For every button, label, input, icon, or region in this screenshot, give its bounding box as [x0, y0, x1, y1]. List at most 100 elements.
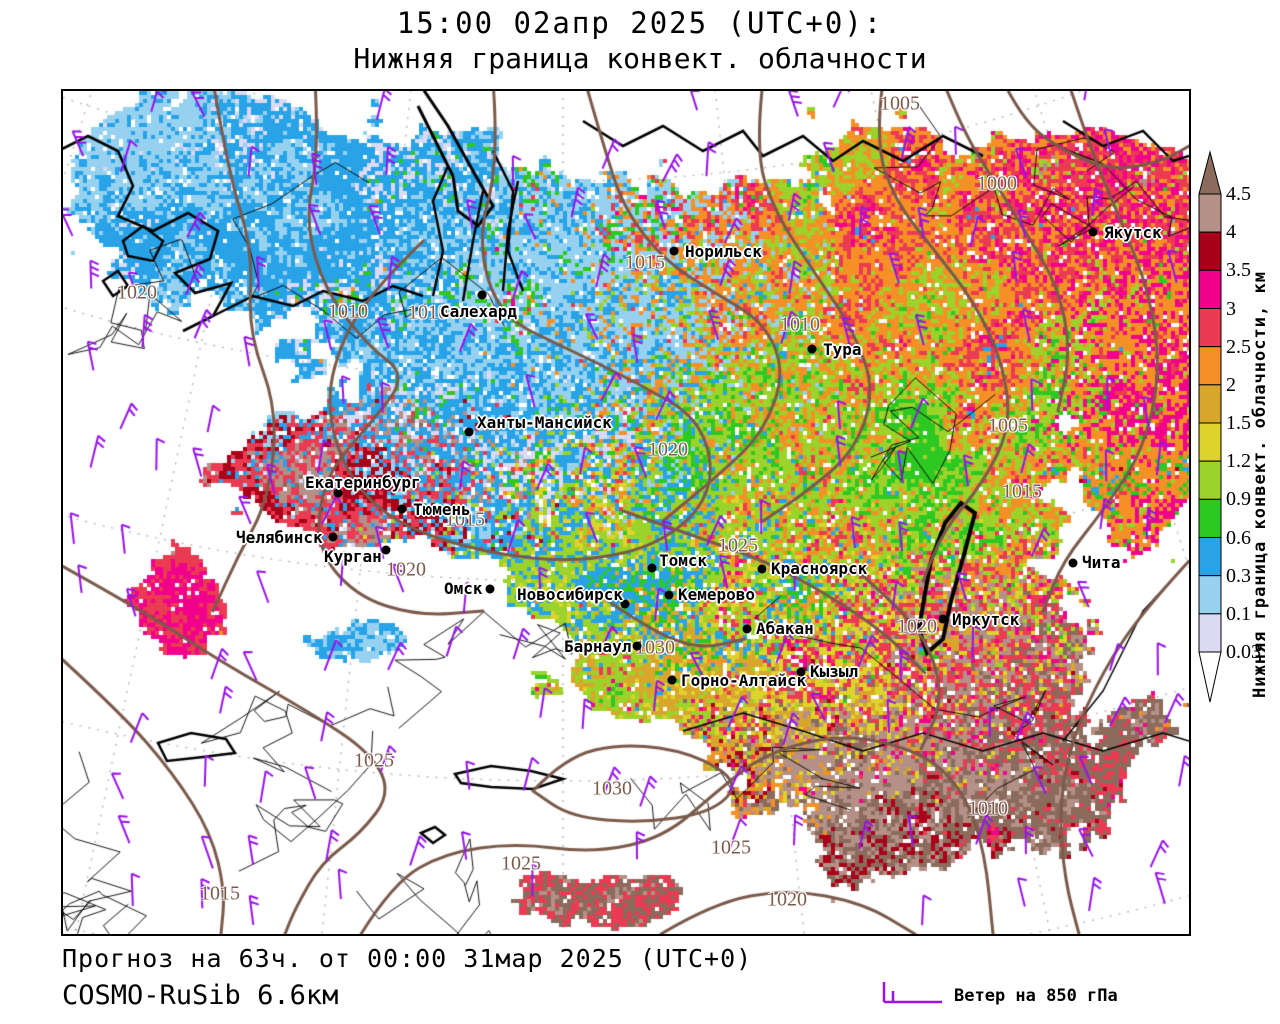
city-marker	[667, 675, 677, 685]
isobar-label: 1030	[635, 636, 675, 659]
city-marker	[381, 545, 391, 555]
forecast-caption: Прогноз на 63ч. от 00:00 31мар 2025 (UTC…	[62, 944, 753, 973]
isobar-label: 1010	[328, 300, 368, 323]
city-marker	[757, 564, 767, 574]
city-label: Якутск	[1104, 223, 1162, 242]
city-label: Иркутск	[952, 610, 1020, 629]
city-marker	[397, 504, 407, 514]
city-label: Горно-Алтайск	[681, 671, 807, 690]
colorbar-segment	[1198, 575, 1222, 615]
colorbar-tick: 0.6	[1226, 526, 1251, 549]
city-marker	[1088, 227, 1098, 237]
city-label: Ханты-Мансийск	[477, 413, 612, 432]
colorbar-segment	[1198, 422, 1222, 462]
city-label: Тура	[823, 340, 862, 359]
city-label: Кызыл	[810, 662, 859, 681]
colorbar-segment	[1198, 613, 1222, 653]
city-label: Тюмень	[413, 500, 471, 519]
isobar-label: 1015	[200, 882, 240, 905]
isobar-label: 1000	[977, 172, 1017, 195]
colorbar-tick: 3	[1226, 297, 1236, 320]
city-marker	[1068, 558, 1078, 568]
city-label: Кемерово	[678, 585, 756, 604]
colorbar-segment	[1198, 384, 1222, 424]
city-label: Новосибирск	[517, 585, 623, 604]
city-marker	[796, 667, 806, 677]
isobar-label: 1010	[968, 797, 1008, 820]
colorbar-tick: 1.5	[1226, 412, 1251, 434]
city-label: Курган	[324, 547, 382, 566]
colorbar-tick: 4	[1226, 221, 1236, 244]
colorbar-tick: 4.5	[1226, 183, 1251, 205]
wind-barb-icon	[882, 982, 942, 1004]
city-marker	[620, 599, 630, 609]
city-label: Чита	[1082, 553, 1121, 572]
isobar-label: 1015	[445, 508, 485, 531]
isobar-label: 1005	[988, 414, 1028, 437]
isobar-label: 1010	[408, 301, 448, 324]
colorbar-tick: 2.5	[1226, 335, 1251, 358]
wind-legend: Ветер на 850 гПа	[876, 976, 1216, 1012]
isobar-label: 1020	[648, 438, 688, 461]
colorbar-title: Нижняя граница конвект. облачности, км	[1250, 271, 1270, 698]
city-marker	[807, 344, 817, 354]
isobar-label: 1025	[501, 852, 541, 875]
city-marker	[328, 532, 338, 542]
colorbar-segment	[1198, 308, 1222, 348]
colorbar-tick: 0.03	[1226, 641, 1261, 663]
colorbar-tick: 3.5	[1226, 259, 1251, 282]
colorbar-segment	[1198, 498, 1222, 538]
city-marker	[464, 427, 474, 437]
isobar-label: 1005	[880, 92, 920, 115]
wind-barb-glyph	[882, 982, 942, 1004]
colorbar-segment	[1198, 193, 1222, 233]
map-area: 1020 1010 1010 1015 1005 1000 1010 1015 1020 1020…	[61, 89, 1191, 936]
weather-map-canvas	[63, 91, 1189, 934]
city-label: Красноярск	[771, 559, 868, 578]
isobar-label: 1015	[625, 251, 665, 274]
isobar-label: 1020	[897, 615, 937, 638]
city-label: Салехард	[440, 302, 518, 321]
isobar-label: 1025	[718, 534, 758, 557]
city-marker	[669, 246, 679, 256]
colorbar-segment	[1198, 346, 1222, 386]
isobar-label: 1030	[592, 777, 632, 800]
colorbar-scale	[1198, 150, 1222, 703]
page-title: 15:00 02апр 2025 (UTC+0):	[396, 6, 884, 40]
city-marker	[333, 488, 343, 498]
page-subtitle: Нижняя граница конвект. облачности	[353, 42, 927, 75]
colorbar-segment	[1198, 460, 1222, 500]
city-marker	[632, 641, 642, 651]
city-label: Абакан	[756, 619, 814, 638]
colorbar-segment	[1198, 269, 1222, 309]
colorbar: 4.5 4 3.5 3 2.5 2 1.5 1.2 0.9 0.6 0.3 0.1 0.03 Нижня…	[1196, 150, 1280, 730]
colorbar-tick: 1.2	[1226, 450, 1251, 473]
city-marker	[485, 584, 495, 594]
wind-legend-label: Ветер на 850 гПа	[954, 986, 1118, 1006]
city-marker	[664, 590, 674, 600]
city-label: Барнаул	[564, 637, 632, 656]
city-marker	[647, 563, 657, 573]
isobar-label: 1020	[117, 281, 157, 304]
city-label: Норильск	[685, 242, 763, 261]
isobar-label: 1010	[780, 313, 820, 336]
colorbar-tick: 0.9	[1226, 488, 1251, 511]
isobar-label: 1025	[711, 836, 751, 859]
city-label: Екатеринбург	[305, 473, 421, 492]
colorbar-tick: 2	[1226, 373, 1236, 396]
city-label: Омск	[444, 579, 483, 598]
city-marker	[742, 624, 752, 634]
city-label: Челябинск	[236, 528, 323, 547]
isobar-label: 1020	[767, 888, 807, 911]
colorbar-segment	[1198, 537, 1222, 577]
isobar-label: 1025	[354, 749, 394, 772]
colorbar-arrow	[1198, 150, 1222, 195]
city-marker	[938, 614, 948, 624]
colorbar-arrow	[1198, 651, 1222, 703]
city-label: Томск	[659, 551, 708, 570]
isobar-label: 1015	[1002, 480, 1042, 503]
city-marker	[477, 290, 487, 300]
colorbar-tick: 0.3	[1226, 564, 1251, 587]
model-caption: COSMO-RuSib 6.6км	[62, 980, 339, 1011]
